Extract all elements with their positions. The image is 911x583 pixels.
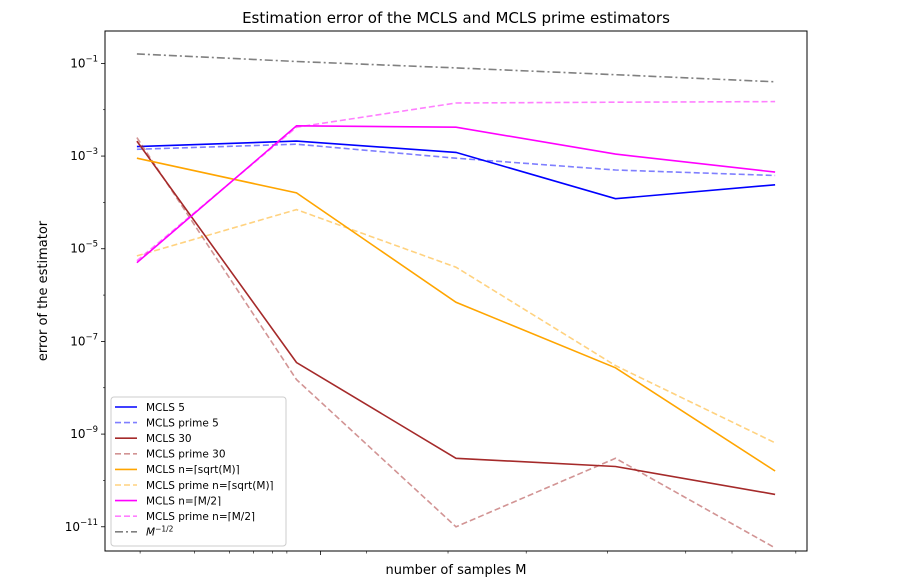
legend-label: M−1/2 [146, 525, 174, 539]
series-line-3 [136, 140, 776, 496]
legend-label: MCLS n=⌈M/2⌉ [146, 495, 221, 507]
series-line-6 [136, 208, 776, 444]
chart-title: Estimation error of the MCLS and MCLS pr… [242, 9, 670, 27]
series-line-4 [136, 137, 776, 549]
legend-label: MCLS prime 5 [146, 417, 219, 429]
y-tick-label: 10−1 [70, 54, 98, 70]
legend-label: MCLS 30 [146, 433, 192, 445]
legend-label: MCLS prime n=⌈M/2⌉ [146, 511, 255, 523]
series-line-5 [136, 157, 776, 472]
series-line-8 [136, 100, 776, 262]
legend-label: MCLS prime 30 [146, 449, 226, 461]
y-tick-label: 10−5 [70, 240, 98, 256]
series-line-9 [136, 53, 776, 83]
y-axis-title: error of the estimator [36, 220, 51, 361]
y-tick-label: 10−9 [70, 425, 98, 441]
x-axis-title: number of samples M [386, 563, 527, 578]
plot-area-frame [104, 30, 808, 552]
legend-label: MCLS 5 [146, 402, 185, 414]
x-axis [139, 551, 797, 555]
legend: MCLS 5 MCLS prime 5 MCLS 30 MCLS prime 30 MC… [110, 396, 287, 547]
y-axis: 10−11 10−9 10−7 10−5 10−3 10−1 [65, 54, 105, 534]
series-lines [136, 53, 776, 549]
y-tick-label: 10−3 [70, 147, 98, 163]
legend-box [110, 396, 287, 547]
legend-label: MCLS n=⌈sqrt(M)⌉ [146, 464, 240, 476]
series-line-1 [136, 140, 776, 200]
series-line-2 [136, 143, 776, 177]
legend-label: MCLS prime n=⌈sqrt(M)⌉ [146, 480, 274, 492]
y-tick-label: 10−11 [65, 518, 98, 534]
y-tick-label: 10−7 [70, 332, 98, 348]
